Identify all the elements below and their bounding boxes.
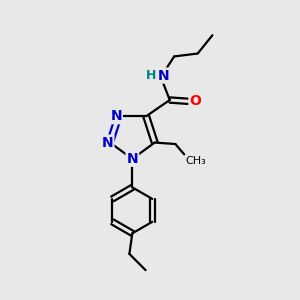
Text: N: N <box>110 109 122 123</box>
Text: N: N <box>102 136 113 150</box>
Text: O: O <box>189 94 201 109</box>
Text: N: N <box>158 69 170 82</box>
Text: CH₃: CH₃ <box>186 156 206 166</box>
Text: N: N <box>127 152 138 166</box>
Text: H: H <box>146 69 157 82</box>
